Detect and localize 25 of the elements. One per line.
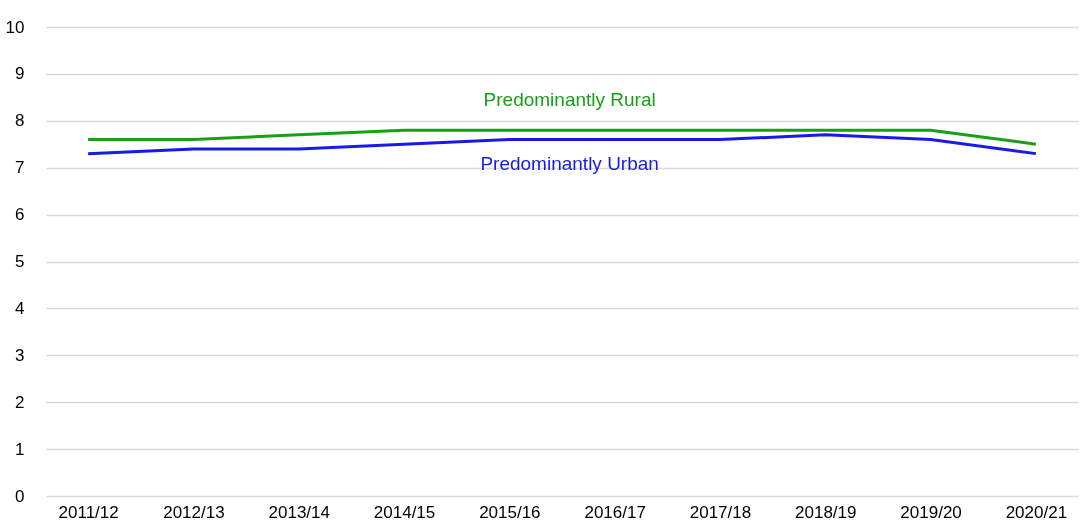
y-tick-label: 1 <box>15 439 25 459</box>
y-tick-label: 3 <box>15 345 25 365</box>
x-tick-label: 2011/12 <box>58 502 119 522</box>
line-series <box>86 128 1038 146</box>
series-label: Predominantly Rural <box>483 89 656 111</box>
x-tick-label: 2020/21 <box>1005 502 1068 522</box>
x-tick-label: 2014/15 <box>373 502 436 522</box>
x-tick-label: 2018/19 <box>795 502 857 522</box>
y-tick-label: 6 <box>15 205 25 225</box>
series-label: Predominantly Urban <box>480 152 659 174</box>
x-tick-label: 2016/17 <box>584 502 646 522</box>
y-tick-label: 2 <box>15 392 25 412</box>
y-tick-label: 8 <box>15 111 25 131</box>
x-tick-label: 2013/14 <box>268 502 330 522</box>
x-tick-label: 2017/18 <box>689 502 752 522</box>
x-tick-label: 2012/13 <box>163 502 225 522</box>
line-series <box>86 133 1038 156</box>
y-tick-label: 4 <box>15 298 25 318</box>
x-tick-label: 2019/20 <box>900 502 962 522</box>
y-tick-label: 0 <box>15 486 25 506</box>
y-tick-label: 7 <box>15 158 25 178</box>
y-tick-label: 5 <box>15 252 25 271</box>
x-tick-label: 2015/16 <box>479 502 541 522</box>
y-tick-label: 9 <box>15 64 25 84</box>
y-tick-label: 10 <box>5 17 25 37</box>
